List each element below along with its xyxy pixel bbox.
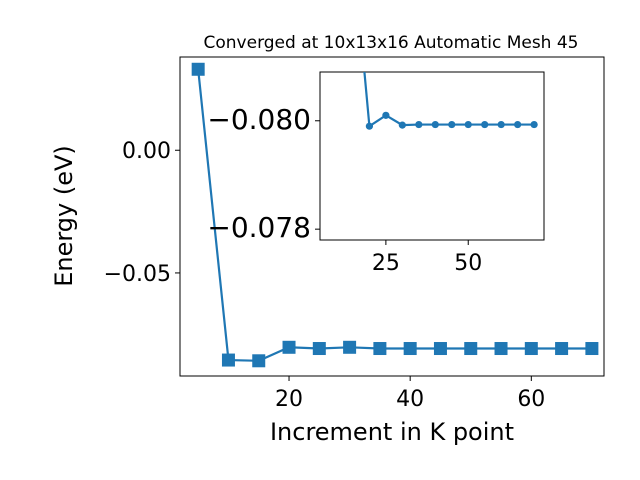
main-y-tick-label: −0.05	[104, 262, 171, 287]
inset-series-0	[363, 72, 538, 130]
main-data-point	[191, 62, 205, 76]
main-data-point	[373, 342, 387, 356]
inset-background	[320, 72, 544, 240]
inset-data-point	[464, 120, 472, 129]
main-series-0	[191, 62, 599, 368]
inset-data-point	[382, 111, 390, 119]
inset-data-point	[497, 120, 505, 129]
y-axis-label: Energy (eV)	[50, 145, 78, 287]
inset-data-point	[415, 120, 423, 129]
main-data-point	[585, 342, 599, 356]
main-axes: 20 40 60 0.00 −0.05	[104, 56, 605, 412]
main-ticks: 20 40 60 0.00 −0.05	[104, 139, 546, 412]
inset-ticks: 25 50 −0.080 −0.078	[207, 103, 482, 276]
main-x-tick-label: 60	[517, 387, 545, 412]
main-series	[191, 62, 599, 368]
main-data-point	[524, 342, 538, 356]
main-x-tick-label: 20	[275, 387, 303, 412]
main-data-point	[221, 353, 235, 367]
inset-plot-frame	[319, 71, 545, 241]
inset-data-point	[448, 120, 456, 129]
inset-y-tick-label: −0.078	[207, 211, 311, 244]
inset-data-point	[530, 120, 538, 129]
main-y-tick-label: 0.00	[122, 139, 171, 164]
inset-data-point	[398, 121, 406, 129]
chart-title: Converged at 10x13x16 Automatic Mesh 45	[204, 33, 579, 53]
main-plot-frame	[179, 56, 605, 377]
inset-data-point	[431, 120, 439, 129]
main-data-point	[403, 342, 417, 356]
main-data-point	[252, 354, 266, 368]
x-axis-label: Increment in K point	[270, 418, 514, 446]
main-data-point	[312, 342, 326, 356]
inset-series	[363, 72, 538, 130]
main-data-point	[464, 342, 478, 356]
main-x-tick-label: 40	[396, 387, 424, 412]
main-data-point	[282, 340, 296, 354]
inset-data-point	[514, 120, 522, 129]
inset-y-tick-label: −0.080	[207, 103, 311, 136]
main-data-point	[555, 342, 569, 356]
inset-x-tick-label: 25	[372, 251, 400, 276]
inset-data-point	[481, 120, 489, 129]
inset-x-tick-label: 50	[454, 251, 482, 276]
inset-data-point	[365, 122, 374, 130]
main-data-point	[433, 342, 447, 356]
main-data-point	[494, 342, 508, 356]
inset-axes: 25 50 −0.080 −0.078	[207, 71, 545, 276]
main-data-point	[343, 340, 357, 354]
